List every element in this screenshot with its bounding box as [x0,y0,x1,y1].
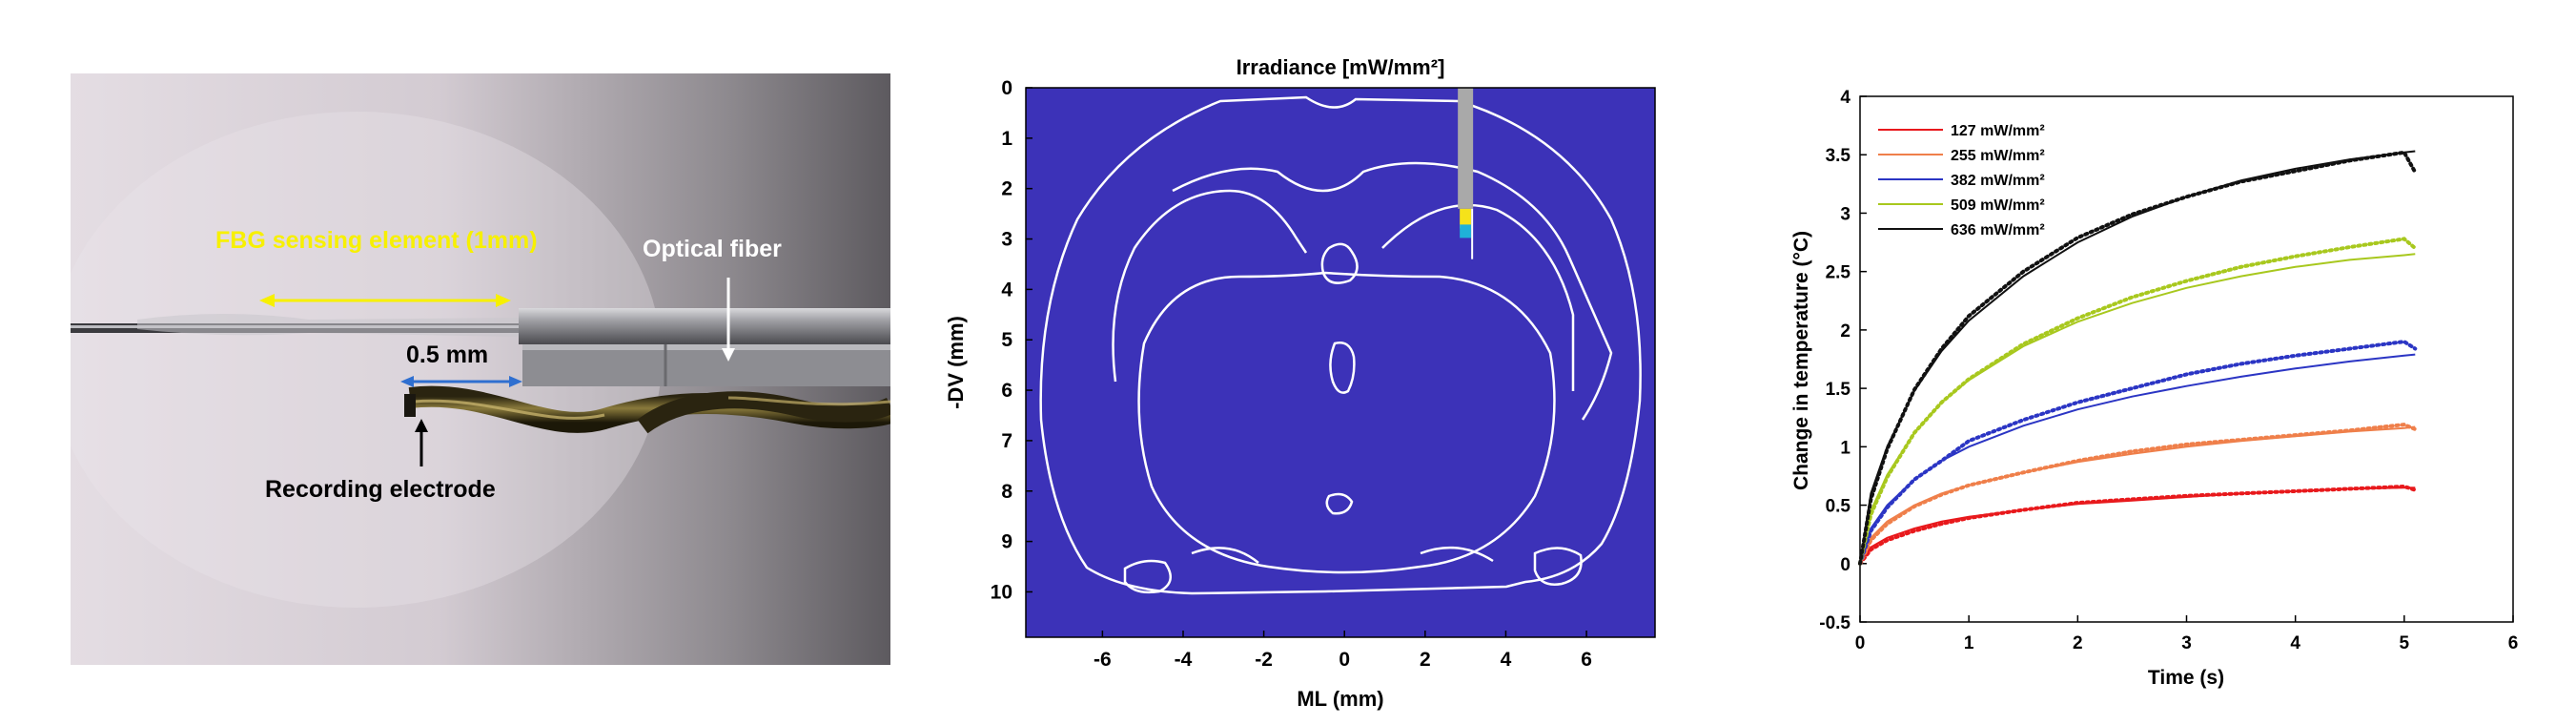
y-tick-label: 3 [1001,229,1012,251]
gap-label: 0.5 mm [406,342,488,368]
fbg-length-arrow [259,294,511,307]
heatmap-axes: -6 -4 -2 0 2 4 6 0 1 2 3 4 5 6 7 8 9 10 [991,77,1656,671]
legend-label: 255 mW/mm² [1951,148,2045,164]
y-tick-label: 0 [1001,77,1012,99]
optical-fiber-arrow [722,278,735,362]
y-tick-label: 1 [1001,128,1012,150]
x-axis-label: ML (mm) [1297,687,1383,711]
right-ventral-region [1533,547,1583,586]
legend: 127 mW/mm² 255 mW/mm² 382 mW/mm² 509 mW/mm²… [1878,123,2045,238]
legend-label: 127 mW/mm² [1951,123,2045,139]
series-measured-line [1858,423,2418,566]
y-tick-label: 1.5 [1826,380,1851,400]
x-tick-label: -2 [1255,649,1273,671]
series-measured-line [1858,150,2418,566]
y-tick-label: 0.5 [1826,497,1851,517]
fbg-label: FBG sensing element (1mm) [215,227,538,254]
chart-title: Irradiance [mW/mm²] [1237,55,1445,79]
x-tick-label: 3 [2181,633,2192,653]
y-tick-label: 4 [1840,88,1850,108]
x-tick-label: -4 [1175,649,1193,671]
legend-label: 636 mW/mm² [1951,222,2045,238]
x-axis-label: Time (s) [2148,667,2224,689]
gap-arrow [400,376,522,387]
plot-area [1859,95,2514,623]
inner-cortex-left [1112,189,1308,383]
x-tick-label: 1 [1964,633,1974,653]
probe-photo: FBG sensing element (1mm) Optical fiber … [71,73,890,665]
y-tick-label: 8 [1001,481,1012,503]
x-tick-label: 0 [1855,633,1866,653]
x-tick-label: 2 [2073,633,2083,653]
y-tick-label: 6 [1001,380,1012,402]
y-tick-label: 3.5 [1826,146,1851,166]
y-tick-label: 5 [1001,329,1012,351]
y-axis-label: Change in temperature (°C) [1790,231,1812,490]
legend-label: 509 mW/mm² [1951,197,2045,214]
legend-label: 382 mW/mm² [1951,173,2045,189]
probe-photo-panel: FBG sensing element (1mm) Optical fiber … [71,73,890,665]
optical-fiber-jacket [519,308,890,344]
light-spread [1460,224,1472,238]
light-hotspot [1460,208,1472,229]
fbg-sleeve [137,314,519,337]
x-tick-label: 6 [2508,633,2519,653]
electrode-arrow [415,419,428,466]
optical-fiber-shaft [1458,88,1474,209]
y-tick-label: 2 [1840,321,1850,342]
x-tick-label: 2 [1420,649,1431,671]
series-measured-line [1858,484,2418,566]
x-tick-label: 5 [2400,633,2410,653]
x-tick-label: 0 [1339,649,1350,671]
x-tick-label: 4 [2290,633,2300,653]
electrode-label: Recording electrode [265,476,496,503]
ventricle-outline [1320,242,1359,284]
heatmap-background [1026,88,1655,637]
y-tick-label: 10 [991,581,1012,603]
temperature-panel: 0 1 2 3 4 5 6 -0.5 0 0.5 1 1.5 2 2.5 3 3.5 4 127 mW/mm² 2… [1773,76,2536,696]
temperature-chart: 0 1 2 3 4 5 6-0.500.511.522.533.54 127 mW/mm²2… [1790,88,2518,689]
y-tick-label: 9 [1001,531,1012,553]
y-tick-label: 2 [1001,178,1012,200]
y-tick-label: 3 [1840,204,1850,224]
y-tick-label: 0 [1840,555,1850,575]
left-ventral-region [1123,559,1172,594]
y-tick-label: 4 [1001,279,1012,300]
x-tick-label: 6 [1581,649,1592,671]
brain-atlas-outline [1039,95,1642,595]
optical-fiber-label: Optical fiber [643,236,782,262]
y-tick-label: 7 [1001,430,1012,452]
hippocampus-region [1191,546,1494,564]
x-tick-label: -6 [1094,649,1112,671]
series-measured-line [1858,340,2418,566]
series-measured-line [1858,237,2418,566]
irradiance-panel: Irradiance [mW/mm²] -6 -4 -2 0 2 4 6 0 1 2 3 4 5 6 7 8 9… [944,48,1707,715]
irradiance-chart: Irradiance [mW/mm²] -6 -4 -2 0 2 4 6 0 1 2 3 4 5 6 7 8 9… [944,55,1656,711]
small-region-bottom [1325,492,1354,515]
temperature-series [1858,150,2418,566]
y-axis-label: -DV (mm) [944,316,968,409]
y-tick-label: -0.5 [1819,613,1850,633]
inner-cortex-right [1381,203,1575,391]
cortex-boundary [1172,161,1613,421]
recording-electrode [404,385,890,434]
temperature-axes: 0 1 2 3 4 5 6-0.500.511.522.533.54 [1819,88,2518,653]
thalamus-outline [1137,271,1556,574]
x-tick-label: 4 [1501,649,1512,671]
aqueduct-outline [1329,342,1356,394]
y-tick-label: 1 [1840,438,1850,458]
y-tick-label: 2.5 [1826,263,1851,283]
outer-brain-outline [1039,95,1642,595]
